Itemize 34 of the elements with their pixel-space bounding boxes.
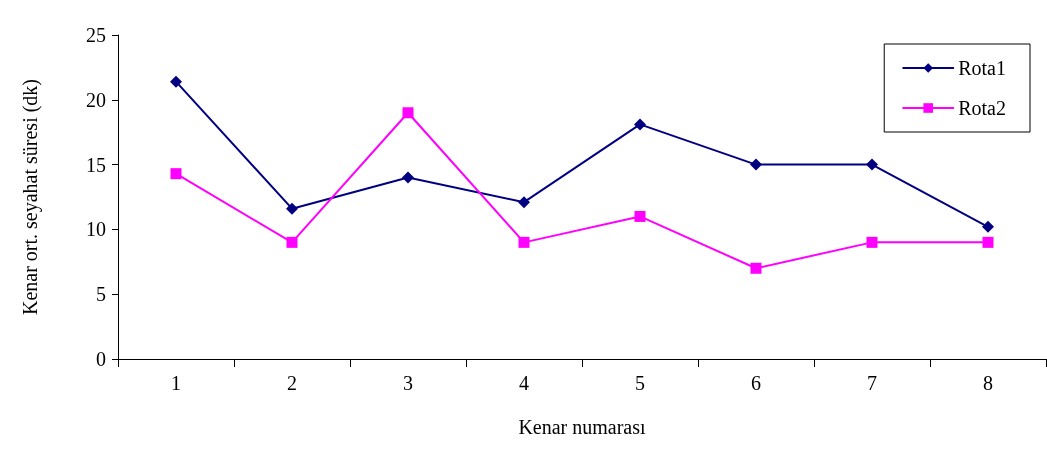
point [866, 236, 878, 248]
point [518, 236, 530, 248]
y-tick-label: 5 [96, 283, 106, 306]
point [982, 236, 994, 248]
y-axis-title: Kenar ort. seyahat süresi (dk) [19, 78, 42, 316]
point [634, 118, 646, 131]
x-tick-label: 1 [171, 372, 181, 394]
y-tick-label: 15 [86, 153, 106, 176]
x-tick-label: 5 [635, 372, 645, 394]
y-tick-label: 25 [86, 24, 106, 46]
point [634, 210, 646, 222]
point [982, 220, 994, 233]
point [170, 75, 182, 88]
point [750, 262, 762, 274]
point [750, 158, 762, 171]
point [402, 107, 414, 119]
x-tick-label: 3 [403, 372, 413, 394]
y-tick-label: 0 [96, 348, 106, 370]
point [402, 171, 414, 184]
y-tick-label: 20 [86, 88, 106, 111]
point [286, 202, 298, 215]
point [170, 168, 182, 180]
x-tick-label: 6 [751, 372, 761, 394]
point [518, 196, 530, 209]
x-tick-label: 8 [983, 372, 993, 394]
legend-label: Rota2 [958, 97, 1007, 119]
point [866, 158, 878, 171]
x-tick-label: 7 [867, 372, 877, 394]
x-tick-label: 2 [287, 372, 297, 394]
x-axis-title: Kenar numarası [518, 416, 647, 438]
legend-label: Rota1 [958, 57, 1007, 79]
y-tick-label: 10 [86, 218, 106, 241]
point [286, 236, 298, 248]
x-tick-label: 4 [519, 372, 529, 394]
